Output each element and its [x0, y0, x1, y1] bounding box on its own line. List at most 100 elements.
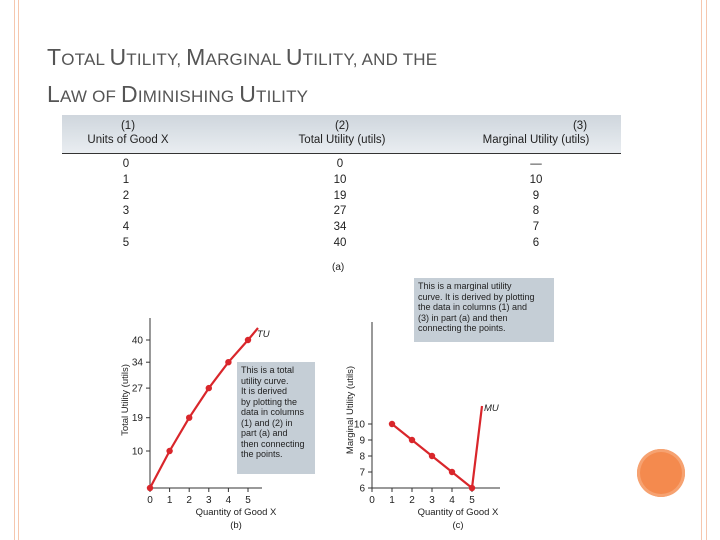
title-fragment: L: [47, 81, 60, 107]
x-tick-label: 0: [369, 495, 375, 506]
table-cell: 3: [122, 205, 130, 218]
y-tick-label: 8: [359, 452, 365, 463]
tu-annotation: This is a total utility curve. It is deriv…: [237, 362, 315, 474]
x-tick-label: 2: [186, 495, 192, 506]
data-point: [408, 436, 416, 444]
series-label: TU: [257, 329, 270, 340]
data-point: [244, 336, 252, 344]
title-fragment: TILITY, AND THE: [302, 50, 438, 69]
table-cell: 7: [532, 221, 540, 234]
series-line: [391, 405, 484, 491]
x-tick-label: 1: [389, 495, 395, 506]
annotation-line: utility curve.: [241, 375, 289, 386]
x-tick-label: 5: [469, 495, 475, 506]
table-cell: 0: [122, 158, 130, 170]
table-column-total-utility: 0 10 19 27 34 40: [328, 157, 352, 252]
annotation-line: It is derived: [241, 386, 288, 396]
y-axis-label: Total Utility (utils): [120, 364, 131, 436]
table-cell: —: [530, 158, 542, 170]
data-point: [205, 384, 212, 392]
frame-right-outer: [706, 0, 707, 540]
x-tick-label: 1: [167, 495, 173, 506]
table-cell: 40: [333, 236, 347, 249]
title-fragment: U: [109, 44, 127, 70]
header-col-1: (1) Units of Good X: [87, 120, 169, 146]
title-fragment: AW OF: [60, 87, 122, 106]
table-cell: 2: [122, 189, 130, 202]
table-cell: 10: [529, 173, 543, 186]
y-axis-label: Marginal Utility (utils): [345, 366, 356, 454]
table-cell: 0: [336, 158, 344, 170]
x-tick-label: 4: [449, 495, 455, 506]
table-cell: 1: [122, 173, 130, 186]
y-tick-label: 6: [359, 484, 365, 495]
table-cell: 9: [532, 189, 540, 202]
x-axis-label: Quantity of Good X: [196, 507, 277, 518]
annotation-line: (1) and (2) in: [241, 417, 293, 428]
table-cell: 34: [333, 221, 347, 234]
annotation-line: curve. It is derived by plotting: [418, 291, 535, 302]
annotation-line: then connecting: [241, 438, 305, 449]
table-cell: 27: [333, 205, 347, 218]
table-column-units: 0 1 2 3 4 5: [116, 157, 136, 252]
x-tick-label: 3: [206, 495, 212, 506]
y-tick-label: 10: [354, 420, 366, 431]
data-point: [448, 468, 456, 476]
table-cell: 10: [333, 173, 347, 186]
data-point: [428, 452, 436, 460]
annotation-line: the data in columns (1) and: [418, 302, 528, 312]
title-fragment: T: [47, 44, 62, 70]
annotation-line: data in columns: [241, 407, 305, 417]
frame-left-outer: [14, 0, 15, 540]
panel-label: (b): [230, 520, 242, 531]
header-col-3: (3) Marginal Utility (utils): [482, 120, 590, 146]
table-cell: 8: [532, 205, 540, 218]
title-fragment: ARGINAL: [205, 50, 286, 69]
title-fragment: U: [285, 44, 303, 70]
title-line-2: LAW OF DIMINISHING UTILITY: [47, 77, 637, 114]
table-cell: 6: [532, 236, 540, 249]
decorative-circle: [637, 449, 685, 497]
title-fragment: M: [186, 44, 206, 70]
y-tick-label: 34: [132, 358, 144, 369]
annotation-line: This is a marginal utility: [418, 281, 512, 291]
y-tick-label: 9: [359, 436, 365, 447]
title-fragment: OTAL: [61, 50, 110, 69]
table-column-marginal-utility: — 10 9 8 7 6: [524, 157, 548, 252]
x-tick-label: 5: [245, 495, 251, 506]
data-point: [225, 359, 232, 366]
y-tick-label: 27: [132, 384, 144, 395]
x-tick-label: 3: [429, 495, 435, 506]
table-cell: 5: [122, 236, 130, 249]
panel-label: (c): [452, 520, 463, 531]
annotation-line: by plotting the: [241, 396, 298, 407]
y-tick-label: 40: [132, 336, 144, 347]
series-line: [149, 327, 259, 489]
title-line-1: TOTAL UTILITY, MARGINAL UTILITY, AND THE: [47, 40, 637, 77]
y-tick-label: 19: [132, 413, 144, 424]
header-col-2: (2) Total Utility (utils): [298, 120, 386, 146]
data-point: [146, 484, 154, 492]
mu-annotation: This is a marginal utility curve. It is d…: [414, 278, 554, 342]
y-tick-label: 7: [359, 468, 365, 479]
x-tick-label: 0: [147, 495, 153, 506]
data-point: [186, 414, 193, 421]
annotation-line: (3) in part (a) and then: [418, 312, 508, 323]
title-fragment: D: [121, 81, 138, 107]
frame-right-inner: [701, 0, 702, 540]
title-fragment: TILITY: [256, 87, 309, 106]
y-tick-label: 10: [132, 447, 144, 458]
table-cell: 4: [122, 221, 130, 234]
table-header: (1) Units of Good X (2) Total Utility (uti…: [62, 115, 621, 154]
x-axis-label: Quantity of Good X: [418, 507, 499, 518]
table-cell: 19: [333, 189, 347, 202]
annotation-line: connecting the points.: [418, 323, 506, 333]
title-fragment: TILITY,: [126, 50, 187, 69]
annotation-line: part (a) and: [241, 428, 288, 438]
series-label: MU: [484, 403, 499, 414]
frame-left-inner: [18, 0, 19, 540]
data-point: [388, 420, 396, 428]
title-fragment: IMINISHING: [137, 87, 240, 106]
slide-title: TOTAL UTILITY, MARGINAL UTILITY, AND THE…: [47, 40, 637, 114]
